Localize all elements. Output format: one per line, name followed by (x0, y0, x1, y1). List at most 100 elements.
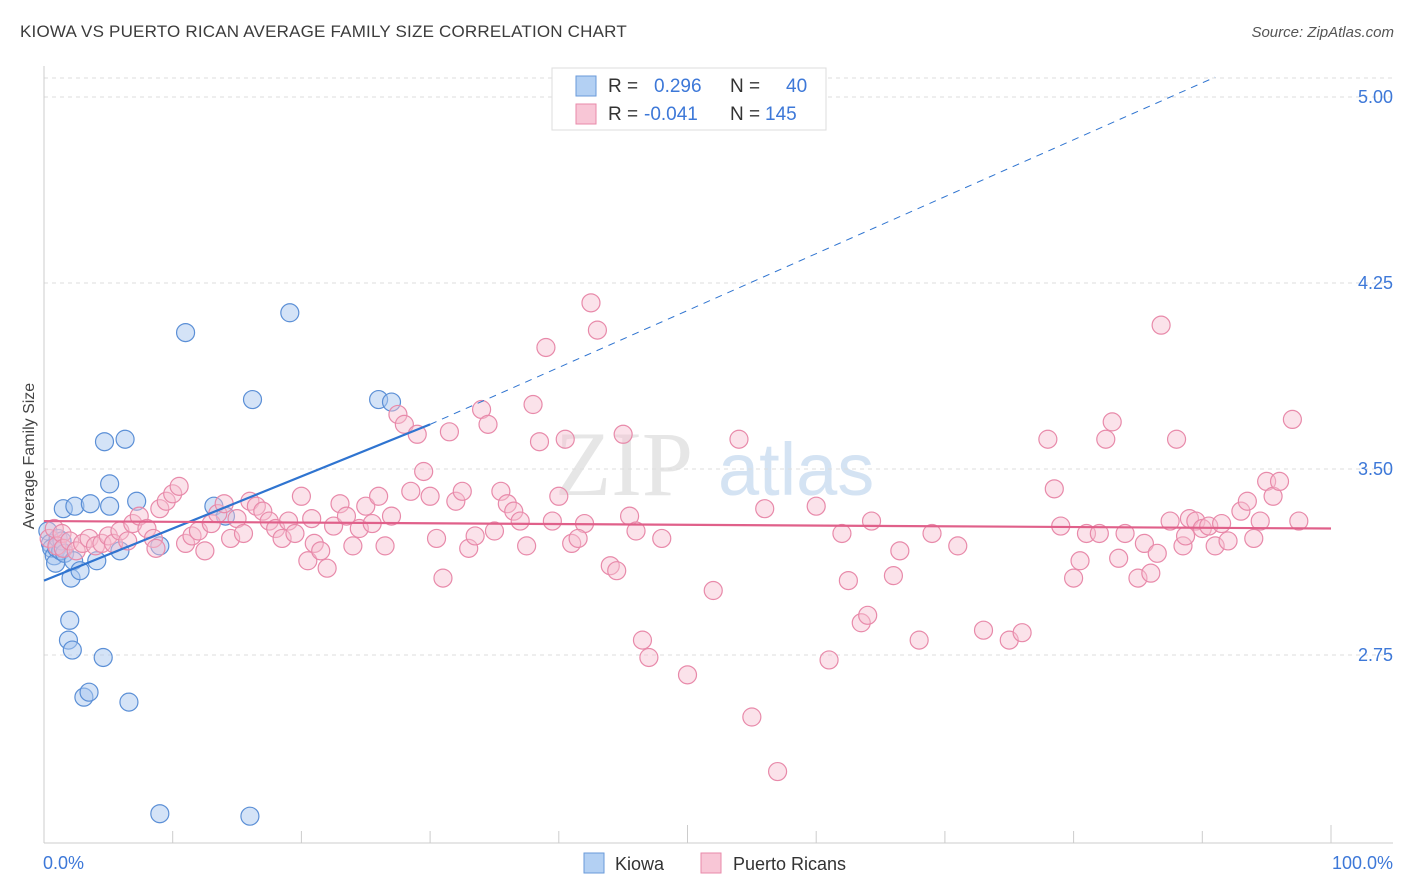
puerto-rican-point (66, 541, 86, 561)
y-tick-label: 5.00 (1358, 87, 1393, 107)
chart-title: KIOWA VS PUERTO RICAN AVERAGE FAMILY SIZ… (20, 22, 627, 41)
puerto-rican-point (1151, 315, 1171, 335)
y-tick-label: 2.75 (1358, 645, 1393, 665)
legend-pr-n-value: 145 (765, 104, 797, 125)
kiowa-point (62, 640, 82, 660)
puerto-rican-point (311, 541, 331, 561)
puerto-rican-point (861, 511, 882, 531)
legend-kiowa-swatch (575, 75, 597, 97)
puerto-rican-point (819, 650, 839, 670)
puerto-rican-point (909, 630, 929, 650)
puerto-rican-point (1063, 568, 1084, 588)
puerto-rican-point (1237, 491, 1257, 511)
kiowa-point (280, 303, 300, 323)
puerto-rican-point (478, 414, 498, 434)
puerto-rican-point (703, 580, 723, 601)
puerto-rican-point (1141, 563, 1161, 583)
source-label: Source: ZipAtlas.com (1251, 24, 1394, 41)
puerto-rican-point (169, 476, 189, 496)
puerto-rican-point (581, 293, 601, 313)
bottom-legend-pr-label: Puerto Ricans (733, 854, 846, 874)
puerto-rican-series (39, 293, 1309, 782)
puerto-rican-point (375, 536, 395, 556)
puerto-rican-point (221, 528, 241, 549)
puerto-rican-point (652, 528, 672, 549)
puerto-rican-point (302, 508, 322, 529)
kiowa-point (80, 494, 100, 514)
axes: 2.75 3.50 4.25 5.00 0.0% 100.0% (43, 66, 1393, 873)
kiowa-series (38, 303, 402, 826)
puerto-rican-point (755, 499, 775, 519)
puerto-rican-point (858, 605, 878, 625)
puerto-rican-point (1012, 623, 1032, 643)
puerto-rican-point (1147, 543, 1167, 563)
puerto-rican-point (1212, 513, 1232, 534)
kiowa-point (150, 804, 170, 824)
puerto-rican-point (1289, 511, 1309, 531)
legend-kiowa-r-value: 0.296 (654, 76, 702, 97)
y-tick-label: 3.50 (1358, 459, 1393, 479)
kiowa-point (100, 474, 120, 494)
puerto-rican-point (1109, 548, 1129, 568)
puerto-rican-point (195, 541, 215, 561)
puerto-rican-point (182, 526, 202, 546)
kiowa-point (100, 496, 120, 516)
puerto-rican-point (838, 570, 858, 591)
kiowa-point (175, 323, 196, 343)
puerto-rican-point (459, 538, 479, 558)
kiowa-trend-extension (429, 76, 1216, 425)
kiowa-point (242, 389, 263, 410)
puerto-rican-trend-line (43, 519, 1332, 530)
puerto-rican-point (201, 513, 221, 534)
puerto-rican-point (246, 496, 266, 516)
puerto-rican-point (356, 496, 376, 516)
puerto-rican-point (587, 320, 608, 340)
puerto-rican-point (767, 761, 788, 782)
puerto-rican-point (484, 521, 505, 541)
puerto-rican-point (465, 526, 485, 546)
puerto-rican-point (632, 630, 653, 650)
kiowa-point (127, 491, 147, 511)
puerto-rican-point (549, 486, 569, 506)
puerto-rican-point (1096, 429, 1116, 449)
puerto-rican-point (677, 665, 698, 685)
puerto-rican-point (433, 568, 453, 588)
puerto-rican-point (272, 528, 292, 549)
kiowa-point (240, 806, 260, 826)
puerto-rican-point (1166, 429, 1187, 449)
legend-kiowa-r-label: R = (608, 76, 638, 97)
puerto-rican-point (1134, 533, 1154, 554)
puerto-rican-point (1250, 511, 1270, 531)
puerto-rican-point (253, 501, 273, 521)
puerto-rican-point (304, 533, 324, 554)
puerto-rican-point (369, 486, 389, 506)
puerto-rican-point (381, 506, 402, 526)
kiowa-point (94, 432, 115, 452)
puerto-rican-point (233, 523, 254, 544)
legend-kiowa-n-label: N = (730, 76, 760, 97)
puerto-rican-point (420, 486, 440, 506)
puerto-rican-point (336, 506, 357, 526)
trend-lines (43, 76, 1332, 582)
puerto-rican-point (1102, 412, 1122, 432)
legend-pr-r-label: R = (608, 104, 638, 125)
puerto-rican-point (291, 486, 311, 506)
puerto-rican-point (1205, 536, 1225, 556)
puerto-rican-point (175, 533, 196, 554)
grid (44, 77, 1393, 656)
puerto-rican-point (497, 494, 517, 514)
kiowa-point (115, 429, 135, 449)
puerto-rican-point (330, 494, 350, 514)
puerto-rican-point (426, 528, 447, 549)
bottom-legend-kiowa-label: Kiowa (615, 854, 665, 874)
y-tick-label: 4.25 (1358, 273, 1393, 293)
puerto-rican-point (600, 556, 620, 576)
puerto-rican-point (401, 481, 421, 501)
puerto-rican-point (1282, 409, 1302, 429)
puerto-rican-point (1115, 523, 1135, 544)
puerto-rican-point (146, 538, 166, 558)
puerto-rican-point (729, 429, 749, 449)
puerto-rican-point (1128, 568, 1148, 588)
kiowa-point (79, 682, 99, 702)
